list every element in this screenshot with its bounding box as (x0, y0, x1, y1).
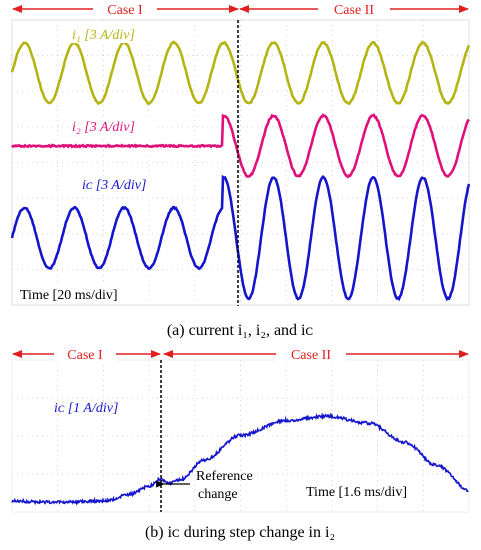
caption-a: (a) current i₁, i₂, and iᴄ (167, 322, 313, 339)
case1-label-b: Case I (67, 348, 103, 363)
ic-label-a: iᴄ [3 A/div] (82, 178, 146, 193)
i2-label: i₂ [3 A/div] (72, 120, 135, 135)
reference-label-line1: Reference (196, 469, 253, 484)
time-label-b: Time [1.6 ms/div] (306, 485, 407, 500)
reference-label-line2: change (198, 487, 238, 502)
ic-label-b: iᴄ [1 A/div] (54, 401, 118, 416)
case2-label-b: Case II (291, 348, 331, 363)
time-label-a: Time [20 ms/div] (20, 288, 118, 303)
i1-label: i₁ [3 A/div] (72, 28, 135, 43)
caption-b: (b) iᴄ during step change in i₂ (145, 524, 335, 541)
panel-a: Case I Case II i₁ [3 A/div] i₂ [3 A/div]… (12, 1, 469, 339)
case1-label-a: Case I (107, 3, 143, 18)
panel-b: Case I Case II iᴄ [1 A/div] Reference ch… (12, 346, 469, 541)
case2-label-a: Case II (334, 3, 374, 18)
